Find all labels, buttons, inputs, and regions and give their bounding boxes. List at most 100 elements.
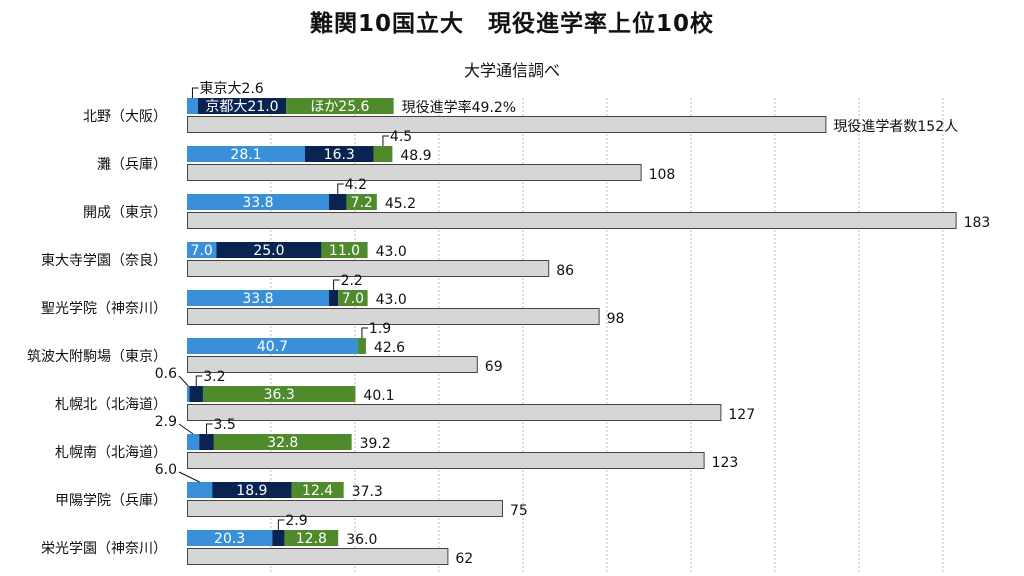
bar-tokyo (187, 386, 190, 402)
bar-students (187, 452, 705, 469)
category-label: 開成（東京） (83, 205, 167, 221)
leader-line (337, 183, 344, 194)
bar-other (357, 338, 366, 354)
bar-kyoto (189, 386, 203, 402)
students-label: 98 (607, 311, 625, 327)
students-label: 183 (964, 215, 991, 231)
segment-label: 16.3 (324, 147, 355, 163)
students-label: 127 (728, 407, 755, 423)
bar-tokyo (187, 482, 213, 498)
segment-callout-label: 2.9 (285, 513, 307, 529)
bar-kyoto (328, 194, 347, 210)
chart-subtitle: 大学通信調べ (463, 61, 560, 80)
bar-kyoto (216, 242, 322, 258)
bar-kyoto (328, 290, 339, 306)
rate-total-label: 43.0 (376, 292, 407, 308)
chart-title: 難関10国立大 現役進学率上位10校 (309, 11, 714, 37)
category-label: 東大寺学園（奈良） (41, 253, 167, 269)
bar-kyoto (199, 434, 214, 450)
bar-other (321, 242, 368, 258)
segment-callout-label: 2.2 (341, 273, 363, 289)
segment-label: 12.4 (302, 483, 333, 499)
students-label: 69 (485, 359, 503, 375)
students-label: 108 (649, 167, 676, 183)
category-label: 甲陽学院（兵庫） (55, 492, 167, 509)
segment-label: 京都大21.0 (205, 99, 278, 115)
rate-total-label: 36.0 (346, 532, 377, 548)
leader-line (206, 423, 213, 434)
segment-label: 18.9 (236, 483, 267, 499)
segment-callout-label: 3.2 (203, 369, 225, 385)
bar-tokyo (187, 98, 198, 114)
segment-callout-label: 東京大2.6 (199, 81, 263, 97)
leader-line (178, 375, 189, 387)
bar-students (187, 164, 642, 181)
segment-callout-label: 2.9 (155, 414, 177, 430)
leader-line (191, 87, 199, 98)
category-label: 北野（大阪） (83, 109, 167, 125)
bar-students (187, 356, 478, 373)
segment-callout-label: 6.0 (155, 462, 177, 478)
rate-total-label: 48.9 (400, 148, 431, 164)
bar-other (284, 530, 339, 546)
leader-line (361, 327, 368, 338)
rate-total-label: 42.6 (374, 340, 405, 356)
bar-other (338, 290, 368, 306)
bar-tokyo (187, 242, 217, 258)
rate-total-label: 40.1 (363, 388, 394, 404)
bar-other (373, 146, 393, 162)
bar-students (187, 260, 550, 277)
leader-line (195, 375, 203, 386)
bar-students (187, 116, 827, 133)
bar-tokyo (187, 434, 200, 450)
category-label: 栄光学園（神奈川） (41, 541, 167, 557)
rate-total-label: 現役進学率49.2% (402, 99, 516, 116)
category-label: 札幌北（北海道） (55, 397, 167, 413)
bar-other (202, 386, 356, 402)
bar-students (187, 212, 957, 229)
segment-label: 40.7 (257, 339, 288, 355)
leader-line (178, 471, 200, 483)
segment-label: 11.0 (329, 243, 360, 259)
rate-total-label: 39.2 (360, 436, 391, 452)
students-label: 75 (510, 503, 528, 519)
bar-tokyo (187, 338, 358, 354)
segment-label: ほか25.6 (310, 99, 369, 115)
bar-students (187, 404, 722, 421)
leader-line (333, 279, 340, 290)
leader-line (178, 423, 194, 435)
rate-total-label: 45.2 (385, 196, 416, 212)
segment-callout-label: 4.2 (345, 177, 367, 193)
bar-tokyo (187, 290, 329, 306)
segment-label: 32.8 (267, 435, 298, 451)
bar-kyoto (197, 98, 287, 114)
bar-students (187, 308, 600, 325)
bar-kyoto (212, 482, 292, 498)
students-label: 86 (556, 263, 574, 279)
students-label: 123 (712, 455, 739, 471)
bar-other (286, 98, 394, 114)
rate-total-label: 43.0 (376, 244, 407, 260)
leader-line (382, 135, 389, 146)
segment-label: 7.2 (351, 195, 373, 211)
segment-callout-label: 3.5 (214, 417, 236, 433)
bar-students (187, 500, 503, 517)
bar-students (187, 548, 449, 565)
segment-label: 7.0 (191, 243, 213, 259)
segment-callout-label: 4.5 (390, 129, 412, 145)
segment-label: 36.3 (264, 387, 295, 403)
bar-other (291, 482, 344, 498)
segment-label: 25.0 (253, 243, 284, 259)
segment-label: 33.8 (242, 195, 273, 211)
segment-callout-label: 1.9 (369, 321, 391, 337)
category-label: 聖光学院（神奈川） (41, 301, 167, 317)
bar-tokyo (187, 194, 329, 210)
segment-callout-label: 0.6 (155, 366, 177, 382)
segment-label: 12.8 (296, 531, 327, 547)
bar-tokyo (187, 530, 273, 546)
segment-label: 7.0 (342, 291, 364, 307)
bar-kyoto (305, 146, 374, 162)
students-label: 現役進学者数152人 (833, 119, 958, 135)
segment-label: 33.8 (242, 291, 273, 307)
